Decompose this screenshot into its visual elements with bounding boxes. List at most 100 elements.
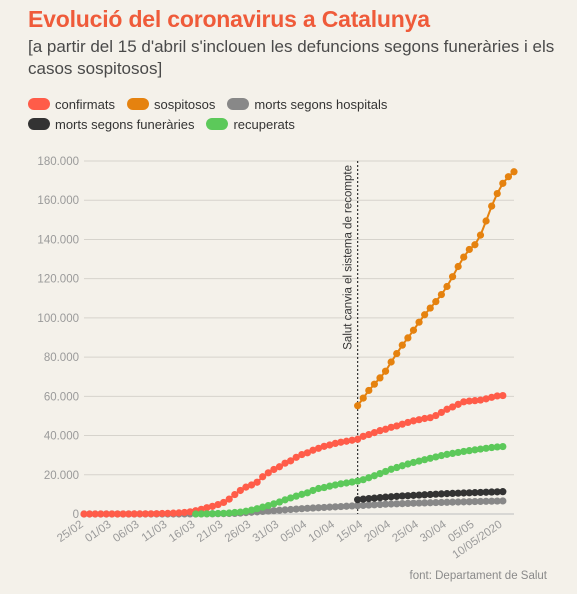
legend-label-morts-hospitals: morts segons hospitals: [254, 96, 388, 112]
data-point: [365, 386, 373, 395]
annotation-label: Salut canvia el sistema de recompte: [343, 165, 355, 350]
data-point: [454, 262, 462, 271]
data-point: [376, 500, 384, 509]
data-point: [281, 506, 289, 514]
x-tick-label: 30/04: [418, 518, 449, 545]
data-point: [292, 505, 300, 513]
data-point: [348, 502, 356, 510]
data-point: [208, 510, 217, 518]
data-point: [354, 496, 362, 504]
data-point: [331, 503, 339, 511]
legend-row: morts segons funeràries recuperats: [28, 114, 568, 134]
data-point: [426, 454, 434, 462]
data-point: [426, 490, 434, 499]
data-point: [342, 479, 351, 487]
data-point: [381, 425, 390, 433]
data-point: [247, 481, 256, 489]
data-point: [437, 490, 446, 498]
data-point: [493, 488, 501, 496]
data-point: [287, 505, 295, 514]
data-point: [376, 374, 384, 382]
data-point: [387, 465, 395, 473]
data-point: [398, 341, 406, 349]
data-point: [275, 463, 284, 471]
legend-label-morts-funeraries: morts segons funeràries: [55, 116, 195, 132]
data-point: [409, 326, 418, 334]
data-point: [404, 418, 412, 427]
data-point: [164, 509, 172, 517]
data-point: [365, 474, 373, 482]
data-point: [443, 282, 451, 291]
data-point: [499, 497, 507, 505]
data-point: [510, 168, 518, 176]
y-tick-label: 0: [73, 509, 79, 521]
data-point: [393, 349, 401, 358]
data-point: [454, 498, 462, 506]
data-point: [292, 492, 300, 500]
data-point: [488, 497, 496, 505]
legend-swatch-morts-hospitals: [227, 98, 250, 110]
data-point: [354, 402, 362, 410]
data-point: [376, 470, 384, 478]
data-point: [437, 290, 446, 299]
data-point: [359, 476, 367, 484]
data-point: [309, 446, 317, 454]
data-point: [365, 495, 373, 503]
data-point: [303, 504, 311, 512]
data-point: [426, 499, 434, 507]
data-point: [393, 422, 401, 430]
data-point: [264, 507, 272, 515]
data-point: [387, 423, 395, 431]
data-point: [264, 469, 272, 477]
data-point: [493, 497, 501, 505]
data-point: [331, 481, 339, 489]
data-point: [471, 489, 479, 497]
data-point: [448, 273, 457, 281]
data-point: [314, 504, 323, 512]
chart-title: Evolució del coronavirus a Catalunya: [28, 6, 430, 32]
data-point: [443, 405, 451, 413]
data-point: [437, 498, 446, 507]
data-point: [91, 510, 99, 518]
data-point: [192, 510, 200, 518]
data-point: [370, 494, 378, 502]
data-point: [320, 483, 328, 492]
data-point: [354, 502, 362, 510]
data-point: [404, 334, 412, 342]
data-point: [287, 457, 295, 465]
data-point: [281, 496, 289, 504]
data-point: [409, 499, 418, 507]
legend-item-recuperats: recuperats: [206, 117, 295, 132]
data-point: [242, 507, 250, 515]
data-point: [387, 500, 395, 508]
data-point: [136, 510, 144, 518]
data-point: [460, 489, 468, 497]
data-point: [476, 231, 485, 239]
data-point: [220, 509, 228, 517]
data-point: [499, 391, 507, 400]
x-tick-label: 16/03: [167, 519, 197, 545]
data-point: [421, 311, 429, 319]
data-point: [421, 499, 429, 507]
data-point: [415, 416, 423, 424]
data-point: [231, 490, 239, 499]
data-point: [287, 494, 295, 502]
data-point: [281, 459, 289, 467]
data-point: [359, 495, 367, 503]
data-point: [432, 490, 440, 498]
data-point: [253, 478, 261, 486]
chart-subtitle: [a partir del 15 d'abril s'inclouen les …: [28, 37, 555, 78]
data-point: [426, 304, 434, 312]
x-tick-label: 26/03: [223, 519, 253, 545]
x-tick-label: 06/03: [111, 519, 141, 545]
legend-item-morts-funeraries: morts segons funeràries: [28, 117, 194, 132]
data-point: [314, 484, 323, 493]
data-point: [97, 510, 105, 518]
data-point: [448, 498, 457, 506]
data-point: [231, 508, 239, 517]
data-point: [370, 472, 378, 480]
data-point: [342, 502, 351, 510]
data-point: [270, 507, 278, 515]
data-point: [247, 506, 256, 514]
data-point: [488, 393, 496, 401]
